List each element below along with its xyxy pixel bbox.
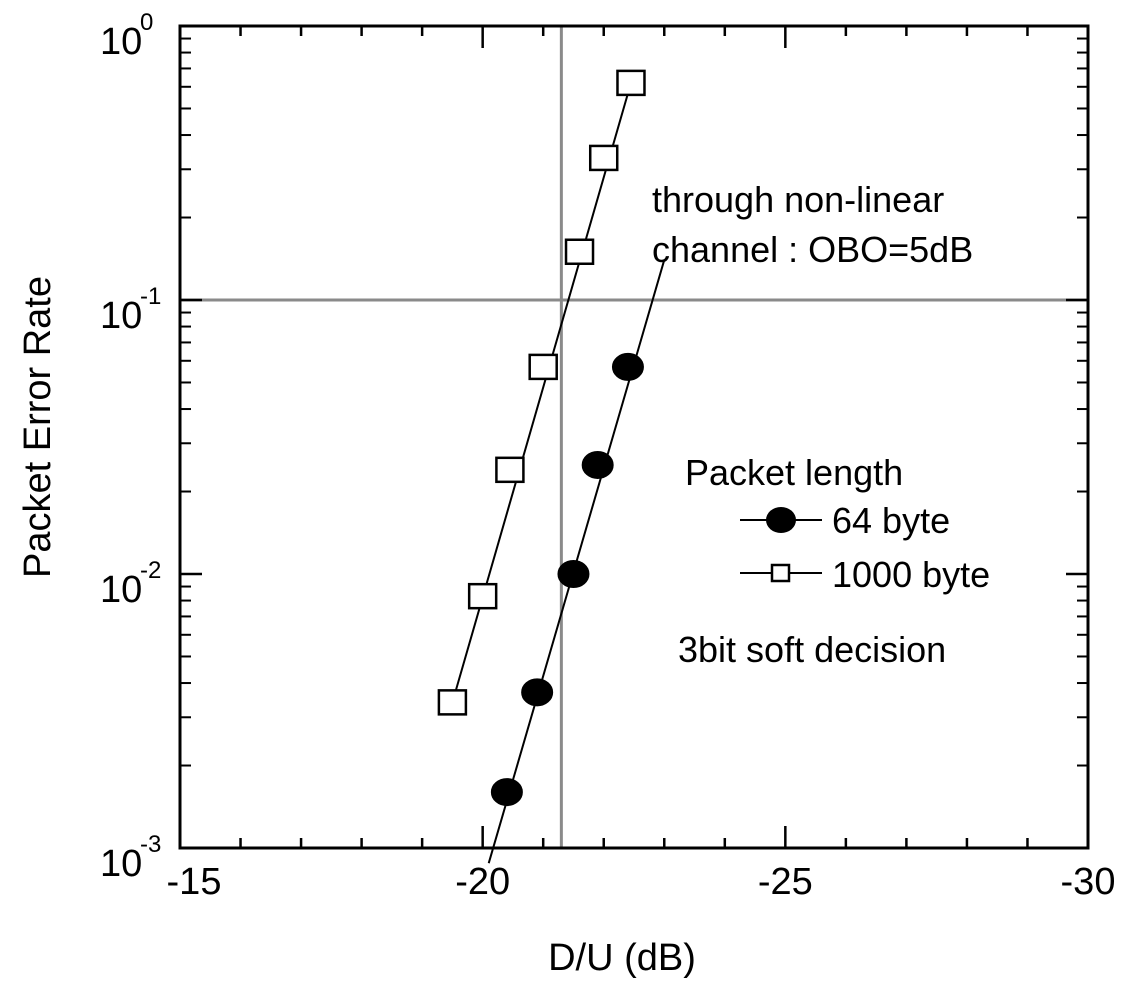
legend-title: Packet length xyxy=(685,452,903,493)
y-tick-label-base: 10 xyxy=(100,21,142,63)
data-point-64-byte xyxy=(490,778,523,807)
data-point-1000-byte xyxy=(437,689,468,716)
x-tick-label: -30 xyxy=(1061,861,1116,903)
plot-frame xyxy=(178,24,1090,850)
annotation-3bit-soft-decision: 3bit soft decision xyxy=(678,629,946,670)
legend-marker-64-byte xyxy=(766,507,796,533)
legend-label-64-byte: 64 byte xyxy=(832,500,950,541)
y-tick-label-base: 10 xyxy=(100,295,142,337)
x-axis-title: D/U (dB) xyxy=(548,937,696,979)
legend-marker-1000-byte xyxy=(770,563,791,583)
y-tick-label-exponent: -3 xyxy=(140,831,161,858)
y-axis-title: Packet Error Rate xyxy=(17,276,59,578)
y-tick-label-base: 10 xyxy=(100,569,142,611)
legend-label-1000-byte: 1000 byte xyxy=(832,554,990,595)
data-point-64-byte xyxy=(581,450,614,479)
annotation-through-non-linear: through non-linear xyxy=(652,179,944,220)
y-tick-label-base: 10 xyxy=(100,843,142,885)
annotation-channel-obo: channel : OBO=5dB xyxy=(652,229,973,270)
y-tick-label-exponent: 0 xyxy=(140,9,153,36)
data-point-64-byte xyxy=(557,560,590,588)
data-point-64-byte xyxy=(521,678,554,707)
y-tick-label-exponent: -1 xyxy=(140,283,161,310)
data-point-1000-byte xyxy=(467,582,498,610)
data-point-1000-byte xyxy=(528,353,558,381)
data-point-1000-byte xyxy=(588,144,619,172)
y-tick-label-exponent: -2 xyxy=(140,557,161,584)
data-point-1000-byte xyxy=(564,238,595,266)
data-point-64-byte xyxy=(611,352,644,381)
x-tick-label: -20 xyxy=(455,861,510,903)
data-point-1000-byte xyxy=(616,69,646,97)
x-tick-label: -25 xyxy=(758,861,813,903)
series-line-1000-byte xyxy=(451,82,632,703)
data-point-1000-byte xyxy=(495,456,525,484)
x-tick-label: -15 xyxy=(167,861,222,903)
